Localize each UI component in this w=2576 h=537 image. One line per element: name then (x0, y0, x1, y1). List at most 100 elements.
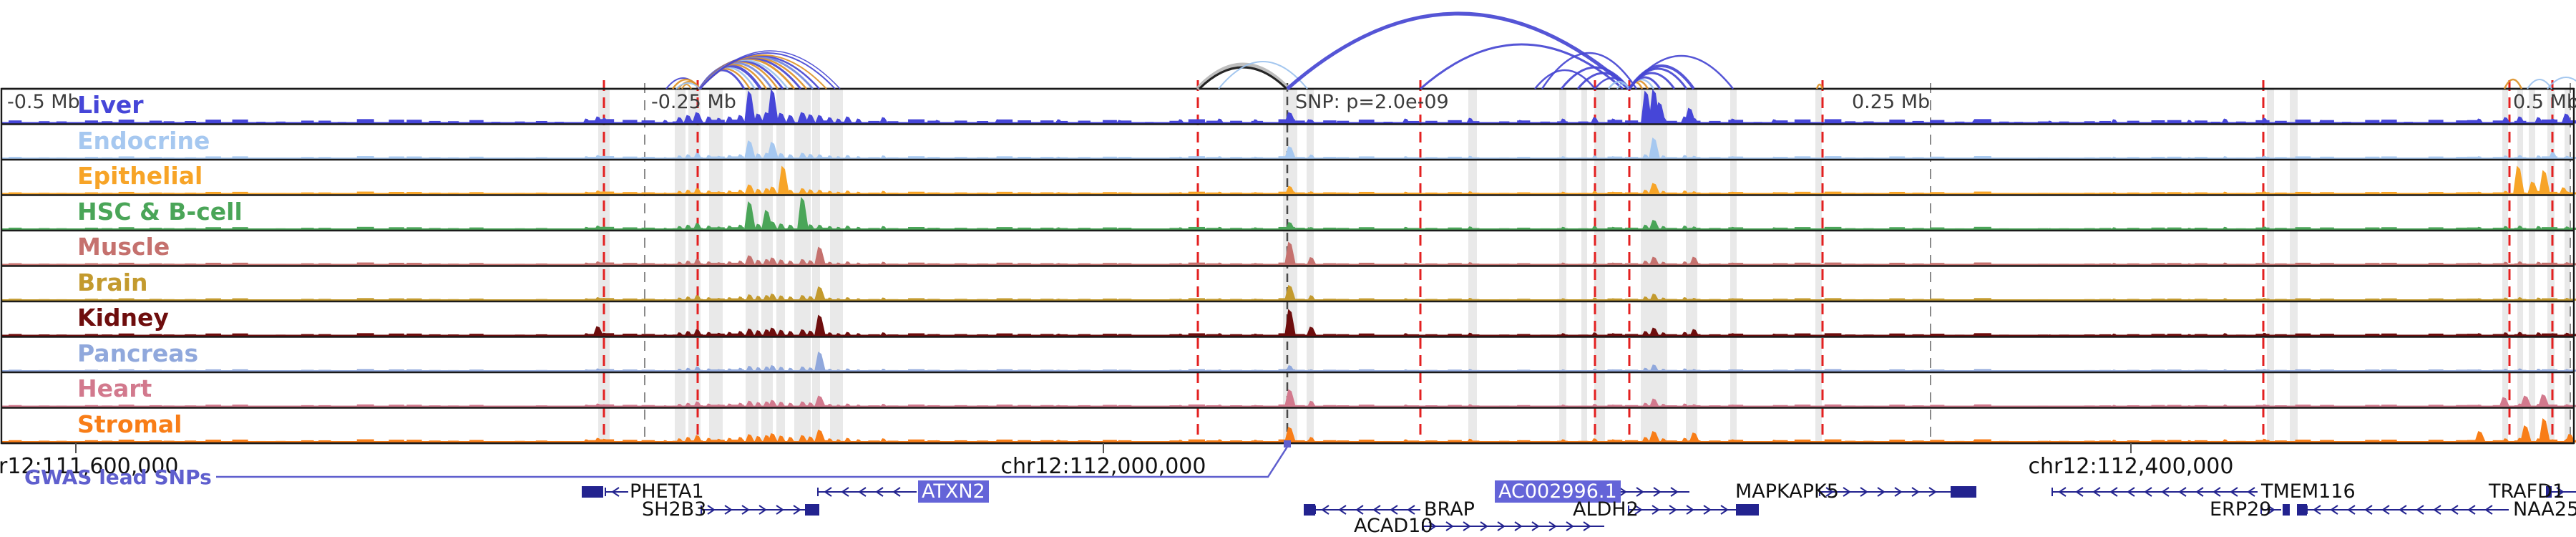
signal-noise (1018, 405, 1031, 407)
signal-peak (1402, 298, 1410, 301)
signal-noise (448, 157, 459, 159)
signal-peak (855, 262, 862, 266)
interaction-arc (681, 84, 692, 90)
signal-noise (448, 263, 459, 266)
signal-noise (39, 369, 50, 372)
signal-noise (908, 298, 925, 301)
signal-noise (389, 333, 404, 337)
signal-noise (1425, 157, 1438, 159)
signal-peak (693, 153, 703, 159)
signal-noise (2341, 441, 2351, 442)
signal-peak (2539, 418, 2550, 442)
signal-peak (754, 296, 763, 301)
signal-peak (2046, 299, 2054, 301)
signal-peak (1689, 256, 1699, 266)
signal-noise (2059, 228, 2069, 230)
signal-peak (1729, 156, 1737, 159)
signal-noise (1323, 334, 1337, 337)
signal-noise (2099, 440, 2111, 442)
signal-noise (491, 122, 501, 124)
signal-peak (799, 366, 807, 372)
signal-peak (716, 404, 723, 407)
signal-peak (776, 435, 786, 442)
signal-peak (814, 352, 826, 372)
signal-noise (1188, 369, 1205, 372)
signal-peak (1900, 299, 1907, 301)
signal-noise (2037, 193, 2048, 195)
signal-noise (39, 121, 50, 124)
signal-peak (1681, 368, 1689, 372)
signal-peak (835, 156, 842, 159)
signal-noise (2084, 369, 2095, 372)
signal-peak (806, 189, 815, 195)
signal-noise (1517, 263, 1531, 266)
signal-noise (1425, 299, 1438, 301)
signal-noise (275, 405, 286, 407)
signal-noise (977, 369, 989, 372)
signal-noise (2456, 405, 2469, 407)
signal-noise (2564, 192, 2576, 195)
signal-noise (2295, 440, 2311, 442)
gene-strand-arrow (2450, 505, 2459, 515)
gene-strand-arrow (1583, 521, 1591, 531)
signal-noise (1056, 263, 1068, 266)
signal-noise (535, 263, 547, 266)
signal-noise (2167, 120, 2182, 124)
signal-noise (1206, 405, 1219, 407)
signal-peak (1610, 156, 1617, 159)
signal-peak (2260, 262, 2269, 266)
signal-peak (675, 190, 684, 195)
signal-peak (1828, 369, 1835, 372)
signal-peak (879, 226, 888, 230)
signal-peak (1971, 263, 1979, 266)
signal-peak (879, 261, 888, 266)
signal-noise (1188, 439, 1205, 442)
signal-noise (1337, 405, 1350, 407)
signal-noise (2099, 228, 2111, 230)
signal-noise (2404, 158, 2414, 159)
signal-peak (995, 369, 1002, 372)
signal-noise (2235, 121, 2246, 124)
signal-noise (2275, 405, 2287, 407)
signal-peak (1659, 155, 1668, 159)
signal-peak (1216, 333, 1224, 337)
signal-peak (826, 155, 834, 159)
signal-noise (1578, 157, 1589, 159)
signal-peak (2429, 299, 2436, 301)
signal-noise (1728, 263, 1744, 266)
gene-strand-arrow (1825, 487, 1834, 497)
signal-peak (2046, 440, 2054, 442)
signal-noise (1889, 440, 1906, 442)
signal-peak (753, 113, 764, 124)
signal-noise (996, 333, 1013, 337)
signal-peak (1659, 368, 1668, 372)
signal-noise (389, 263, 404, 266)
signal-peak (594, 155, 602, 159)
signal-noise (1188, 226, 1205, 230)
signal-peak (2186, 228, 2193, 230)
signal-noise (1728, 156, 1744, 159)
signal-noise (1383, 158, 1393, 159)
signal-peak (753, 223, 763, 230)
gwas-pointer-line (216, 446, 1289, 478)
signal-noise (1728, 369, 1744, 372)
signal-noise (996, 156, 1013, 159)
signal-peak (855, 156, 862, 159)
signal-noise (1337, 440, 1350, 442)
signal-peak (995, 227, 1002, 230)
signal-noise (469, 299, 484, 301)
signal-noise (2275, 263, 2287, 266)
signal-noise (406, 120, 422, 124)
signal-peak (814, 395, 826, 407)
signal-peak (1402, 333, 1410, 337)
signal-peak (1681, 437, 1689, 442)
signal-noise (1912, 405, 1924, 407)
signal-peak (995, 299, 1002, 301)
signal-noise (1974, 369, 1991, 372)
signal-peak (1116, 192, 1123, 195)
signal-noise (2194, 120, 2207, 124)
signal-noise (2084, 263, 2095, 266)
signal-noise (514, 193, 525, 195)
gene-strand-arrow (2144, 487, 2152, 497)
signal-noise (1292, 157, 1305, 159)
